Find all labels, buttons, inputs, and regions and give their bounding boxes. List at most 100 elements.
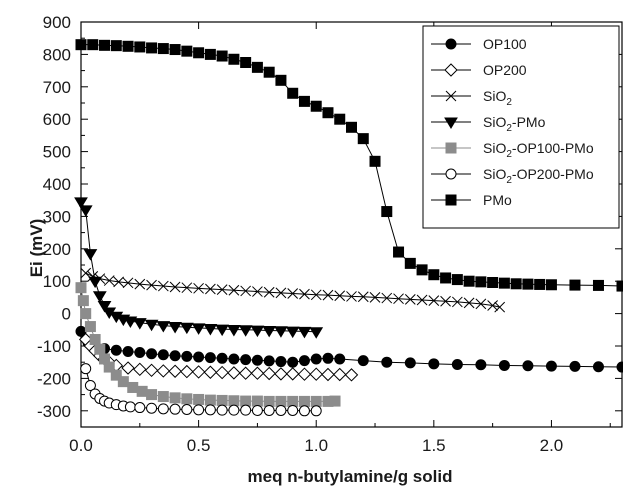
- legend-label-base: OP100: [483, 36, 527, 52]
- series-line: [85, 272, 500, 308]
- data-point: [263, 355, 275, 367]
- series-4: [75, 282, 341, 407]
- data-point: [144, 363, 159, 378]
- data-point: [275, 287, 287, 299]
- series-6: [75, 39, 623, 292]
- data-point: [87, 39, 99, 51]
- data-point: [344, 368, 359, 382]
- data-point: [78, 205, 93, 217]
- data-point: [275, 395, 287, 407]
- data-point: [569, 360, 581, 372]
- data-point: [393, 246, 405, 258]
- data-point: [75, 282, 87, 294]
- data-point: [180, 364, 194, 379]
- data-point: [227, 366, 241, 380]
- data-point: [121, 361, 135, 375]
- data-point: [263, 66, 275, 78]
- data-point: [369, 292, 381, 303]
- data-point: [238, 325, 253, 337]
- data-point: [132, 318, 147, 330]
- data-point: [157, 391, 169, 403]
- y-tick-label: -100: [37, 337, 71, 356]
- data-point: [146, 42, 158, 54]
- data-point: [216, 50, 228, 62]
- data-point: [321, 367, 335, 382]
- data-point: [80, 308, 92, 320]
- data-point: [83, 249, 98, 261]
- data-point: [299, 288, 310, 300]
- x-tick-label: 2.0: [540, 436, 564, 455]
- data-point: [534, 278, 546, 290]
- legend-label: SiO2: [483, 88, 512, 108]
- legend-entry: OP100: [431, 36, 527, 52]
- y-tick-label: 800: [43, 45, 71, 64]
- legend-entry: SiO2-OP200-PMo: [431, 166, 594, 186]
- data-point: [193, 393, 205, 405]
- data-point: [287, 288, 299, 299]
- legend-label-base: SiO: [483, 140, 506, 156]
- y-tick-label: 200: [43, 240, 71, 259]
- data-point: [263, 404, 275, 416]
- data-point: [92, 291, 107, 303]
- data-point: [204, 48, 216, 60]
- data-point: [193, 47, 205, 59]
- data-point: [381, 206, 393, 218]
- data-point: [309, 367, 323, 381]
- data-point: [298, 405, 310, 417]
- y-axis-title: Ei (mV): [27, 219, 46, 278]
- data-point: [545, 279, 557, 291]
- data-point: [285, 326, 300, 339]
- data-point: [94, 343, 106, 355]
- data-point: [440, 295, 451, 307]
- data-point: [216, 284, 228, 295]
- x-axis-title: meq n-butylamine/g solid: [248, 467, 453, 486]
- data-point: [113, 276, 124, 288]
- legend-marker: [444, 63, 458, 77]
- data-point: [569, 279, 581, 291]
- data-point: [215, 365, 229, 380]
- legend-label: OP200: [483, 62, 527, 78]
- data-point: [451, 274, 463, 286]
- data-point: [463, 275, 475, 287]
- data-point: [240, 354, 252, 366]
- data-point: [393, 293, 404, 305]
- legend-label: SiO2-OP200-PMo: [483, 166, 594, 186]
- data-point: [310, 100, 322, 112]
- data-point: [134, 278, 146, 290]
- data-point: [240, 395, 252, 407]
- data-point: [334, 353, 346, 365]
- data-point: [181, 282, 193, 294]
- series-0: [75, 325, 623, 373]
- legend-marker: [445, 168, 457, 180]
- data-point: [310, 353, 322, 365]
- data-point: [475, 359, 487, 371]
- data-point: [310, 395, 322, 407]
- data-point: [287, 404, 299, 416]
- data-point: [250, 366, 265, 380]
- data-point: [179, 322, 194, 335]
- data-point: [498, 359, 510, 371]
- data-point: [181, 393, 193, 405]
- series-3: [74, 197, 324, 339]
- legend-marker: [445, 194, 457, 206]
- data-point: [369, 155, 381, 167]
- data-point: [240, 57, 252, 68]
- data-point: [74, 197, 88, 209]
- data-point: [416, 294, 428, 306]
- data-point: [204, 404, 216, 416]
- data-point: [252, 286, 263, 297]
- data-point: [169, 350, 181, 362]
- data-point: [181, 45, 193, 57]
- data-point: [146, 348, 158, 360]
- data-point: [274, 367, 288, 381]
- data-point: [251, 395, 263, 407]
- data-point: [440, 272, 452, 284]
- data-point: [136, 385, 148, 397]
- data-point: [274, 326, 288, 338]
- data-point: [381, 292, 393, 304]
- legend-label-base: OP200: [483, 62, 527, 78]
- data-point: [322, 352, 334, 364]
- legend-label-rest: -OP100-PMo: [512, 140, 594, 156]
- data-point: [263, 395, 275, 407]
